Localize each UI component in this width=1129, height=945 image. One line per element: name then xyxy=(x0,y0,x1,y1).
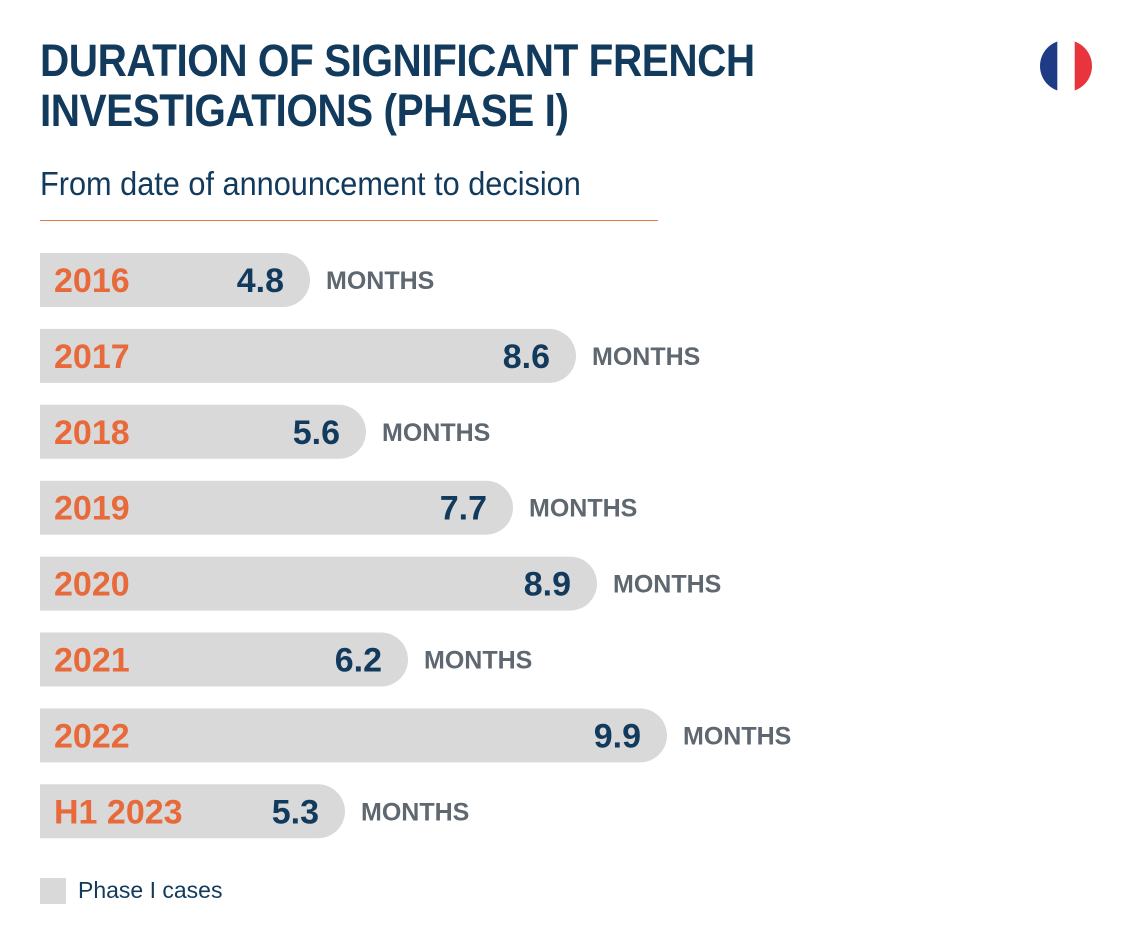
unit-label-2018: MONTHS xyxy=(382,419,490,447)
france-flag-icon xyxy=(1040,40,1092,92)
bar-2019 xyxy=(40,480,513,535)
category-label-2022: 2022 xyxy=(54,717,130,755)
unit-label-2017: MONTHS xyxy=(592,343,700,371)
flag-blue-stripe xyxy=(1040,40,1058,92)
value-label-2016: 4.8 xyxy=(237,262,284,300)
flag-white-stripe xyxy=(1057,40,1075,92)
page-subtitle: From date of announcement to decision xyxy=(40,165,581,202)
page-title: DURATION OF SIGNIFICANT FRENCH INVESTIGA… xyxy=(40,35,755,136)
legend-label-phase-i: Phase I cases xyxy=(78,877,223,903)
unit-label-2022: MONTHS xyxy=(683,722,791,750)
unit-label-2020: MONTHS xyxy=(613,571,721,599)
value-label-2017: 8.6 xyxy=(503,338,550,376)
value-label-2019: 7.7 xyxy=(440,490,487,528)
legend-swatch-phase-i xyxy=(40,877,66,904)
category-label-2021: 2021 xyxy=(54,642,130,680)
category-label-2019: 2019 xyxy=(54,490,130,528)
bar-2016 xyxy=(40,253,310,307)
value-label-2022: 9.9 xyxy=(594,717,641,755)
category-label-2018: 2018 xyxy=(54,414,130,452)
value-label-2020: 8.9 xyxy=(524,566,571,604)
unit-label-2021: MONTHS xyxy=(424,647,532,675)
category-label-2016: 2016 xyxy=(54,262,130,300)
bar-2022 xyxy=(40,708,667,763)
bar-h1-2023 xyxy=(40,784,345,839)
unit-label-2016: MONTHS xyxy=(326,267,434,295)
bar-2021 xyxy=(40,632,408,687)
bar-2020 xyxy=(40,556,597,611)
chart-legend: Phase I cases xyxy=(40,877,222,904)
value-label-2021: 6.2 xyxy=(335,642,382,680)
unit-label-h1-2023: MONTHS xyxy=(361,798,469,826)
value-label-2018: 5.6 xyxy=(293,414,340,452)
bar-2017 xyxy=(40,328,576,383)
flag-red-stripe xyxy=(1074,40,1092,92)
category-label-2020: 2020 xyxy=(54,566,130,604)
unit-label-2019: MONTHS xyxy=(529,495,637,523)
bar-2018 xyxy=(40,404,366,459)
category-label-h1-2023: H1 2023 xyxy=(54,793,183,831)
value-label-h1-2023: 5.3 xyxy=(272,793,319,831)
title-divider xyxy=(40,220,658,221)
category-label-2017: 2017 xyxy=(54,338,130,376)
